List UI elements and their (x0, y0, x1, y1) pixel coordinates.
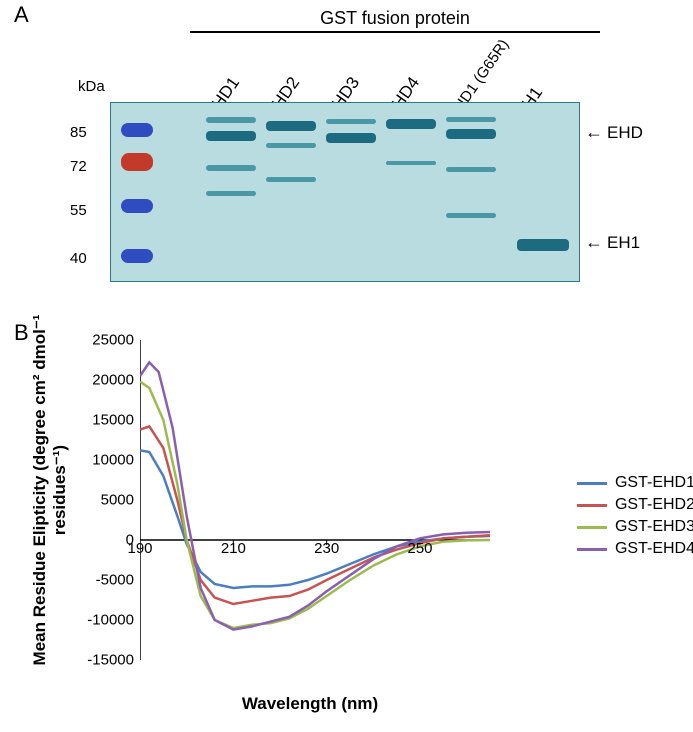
gel-header-text: GST fusion protein (320, 8, 470, 28)
y-tick-label: 10000 (78, 452, 134, 469)
series-line (140, 362, 490, 629)
arrow-label-ehd: ← EHD (585, 122, 643, 143)
y-tick-label: 5000 (78, 492, 134, 509)
legend-swatch (577, 548, 607, 551)
kda-mark: 55 (70, 202, 87, 219)
gel-band (266, 143, 316, 148)
cd-spectrum-chart (140, 340, 490, 660)
marker-band (121, 153, 153, 171)
gel-band (326, 119, 376, 124)
gel-band (386, 161, 436, 165)
marker-band (121, 249, 153, 263)
gel-band (206, 131, 256, 141)
legend-item: GST-EHD1 (577, 474, 693, 492)
y-axis-title: Mean Residue Elipticity (degree cm² dmol… (30, 290, 70, 690)
y-tick-label: -5000 (78, 572, 134, 589)
y-tick-label: 20000 (78, 372, 134, 389)
kda-mark: 85 (70, 124, 87, 141)
arrow-text: EHD (607, 123, 643, 143)
marker-band (121, 199, 153, 213)
gel-image (110, 102, 580, 282)
gel-header-line (190, 31, 600, 33)
x-tick-label: 230 (314, 540, 339, 557)
gel-band (517, 239, 569, 251)
panel-b: Mean Residue Elipticity (degree cm² dmol… (40, 320, 680, 720)
y-tick-label: 0 (78, 532, 134, 549)
gel-band (266, 177, 316, 182)
legend-item: GST-EHD4 (577, 540, 693, 558)
panel-a-label: A (14, 2, 29, 28)
chart-area: -15000-10000-500005000100001500020000250… (140, 340, 490, 660)
y-tick-label: 25000 (78, 332, 134, 349)
legend-label: GST-EHD3 (615, 518, 693, 536)
gel-band (446, 129, 496, 139)
legend-item: GST-EHD2 (577, 496, 693, 514)
legend-swatch (577, 482, 607, 485)
kda-mark: 72 (70, 158, 87, 175)
legend-label: GST-EHD2 (615, 496, 693, 514)
arrow-icon: ← (585, 122, 603, 143)
figure-root: A GST fusion protein kDa EHD1 EHD2 EHD3 … (0, 0, 693, 732)
panel-a: GST fusion protein kDa EHD1 EHD2 EHD3 EH… (40, 8, 660, 308)
marker-band (121, 123, 153, 137)
arrow-text: EH1 (607, 233, 640, 253)
legend-swatch (577, 526, 607, 529)
x-tick-label: 210 (221, 540, 246, 557)
gel-band (446, 167, 496, 172)
x-tick-label: 190 (127, 540, 152, 557)
gel-band (446, 213, 496, 218)
gel-band (386, 119, 436, 129)
arrow-icon: ← (585, 232, 603, 253)
legend-label: GST-EHD4 (615, 540, 693, 558)
x-tick-label: 250 (407, 540, 432, 557)
legend-swatch (577, 504, 607, 507)
gel-band (326, 133, 376, 143)
gel-band (206, 165, 256, 171)
y-tick-label: 15000 (78, 412, 134, 429)
y-tick-label: -15000 (78, 652, 134, 669)
gel-header: GST fusion protein (190, 8, 600, 33)
kda-mark: 40 (70, 250, 87, 267)
legend: GST-EHD1 GST-EHD2 GST-EHD3 GST-EHD4 (577, 470, 693, 562)
gel-band (446, 117, 496, 122)
series-line (140, 382, 490, 628)
gel-band (266, 121, 316, 131)
arrow-label-eh1: ← EH1 (585, 232, 640, 253)
gel-band (206, 191, 256, 196)
legend-item: GST-EHD3 (577, 518, 693, 536)
panel-b-label: B (14, 320, 29, 346)
legend-label: GST-EHD1 (615, 474, 693, 492)
y-tick-label: -10000 (78, 612, 134, 629)
x-axis-title: Wavelength (nm) (110, 694, 510, 714)
gel-band (206, 117, 256, 123)
